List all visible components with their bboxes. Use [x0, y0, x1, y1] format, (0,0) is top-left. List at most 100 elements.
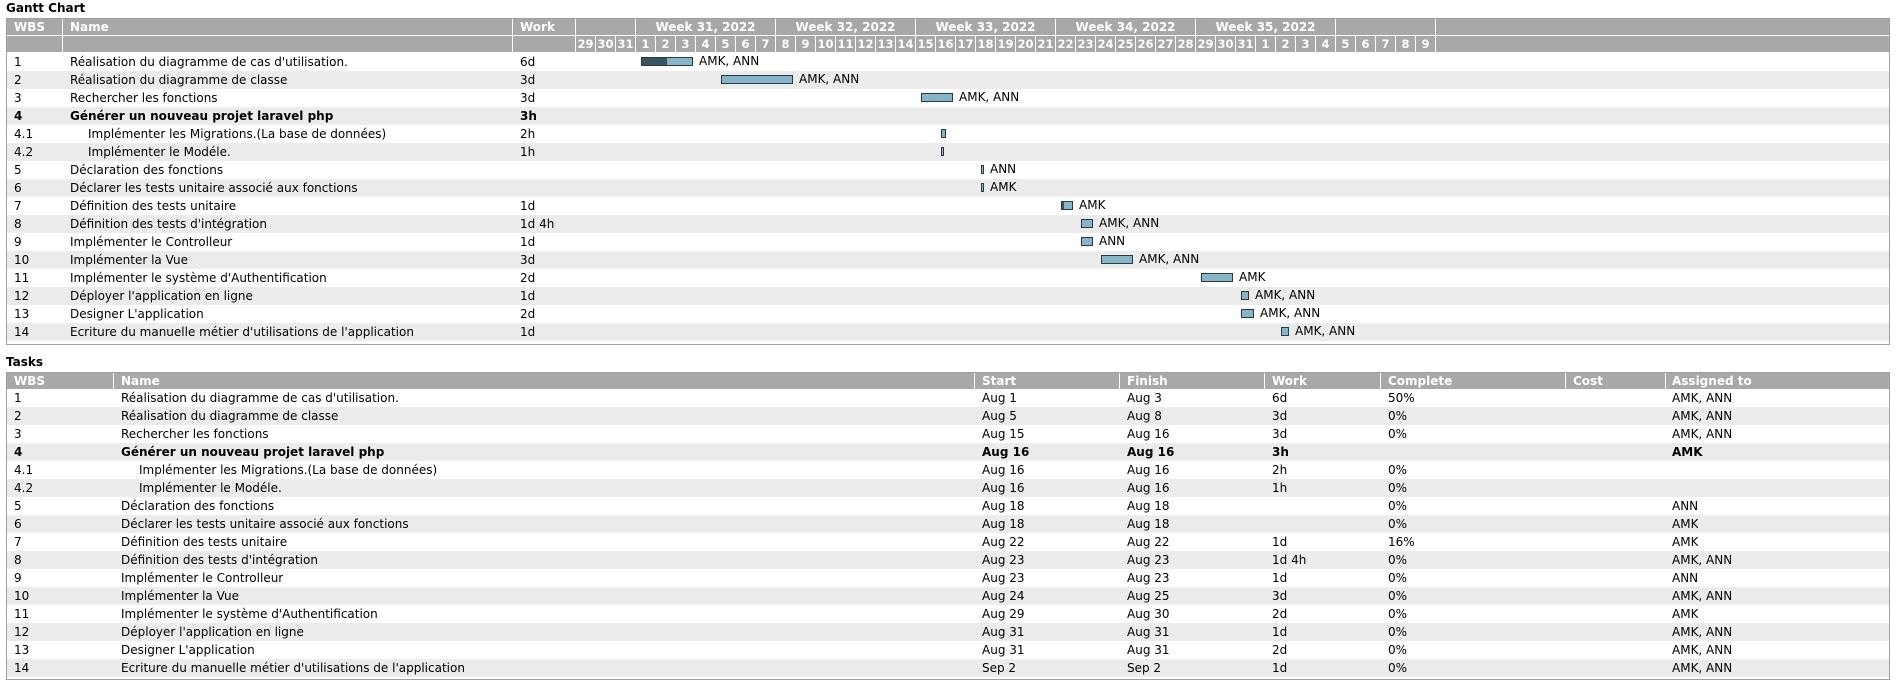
task-row-name: Déployer l'application en ligne [121, 625, 304, 639]
task-row[interactable]: 14 Ecriture du manuelle métier d'utilisat… [7, 659, 1889, 677]
gantt-bar[interactable] [1281, 327, 1289, 336]
task-row[interactable]: 10 Implémenter la Vue Aug 24 Aug 25 3d 0% AMK,… [7, 587, 1889, 605]
task-row[interactable]: 5 Déclaration des fonctions Aug 18 Aug 18 0%… [7, 497, 1889, 515]
gantt-row[interactable]: 14 Ecriture du manuelle métier d'utilisat… [7, 323, 1889, 341]
gantt-bar[interactable] [1101, 255, 1133, 264]
gantt-bar[interactable] [1061, 201, 1073, 210]
gantt-row-wbs: 4 [14, 109, 23, 123]
gantt-row-wbs: 6 [14, 181, 22, 195]
gantt-row[interactable]: 5 Déclaration des fonctions ANN [7, 161, 1889, 179]
gantt-row[interactable]: 8 Définition des tests d'intégration 1d 4h… [7, 215, 1889, 233]
gantt-day-label: 10 [816, 36, 836, 52]
task-row-finish: Sep 2 [1127, 661, 1162, 675]
task-row-assigned: AMK [1672, 607, 1699, 621]
task-row-assigned: AMK [1672, 535, 1699, 549]
gantt-row[interactable]: 3 Rechercher les fonctions 3d AMK, ANN [7, 89, 1889, 107]
gantt-frame: WBS Name Work Week 31, 2022 Week 32, 2022… [6, 18, 1890, 345]
task-row[interactable]: 9 Implémenter le Controlleur Aug 23 Aug 23 1… [7, 569, 1889, 587]
task-row-complete: 0% [1388, 625, 1408, 639]
gantt-row-work: 3h [520, 109, 537, 123]
task-row[interactable]: 6 Déclarer les tests unitaire associé aux… [7, 515, 1889, 533]
gantt-row-name: Déployer l'application en ligne [70, 289, 253, 303]
gantt-bar[interactable] [1081, 237, 1093, 246]
gantt-row[interactable]: 6 Déclarer les tests unitaire associé aux… [7, 179, 1889, 197]
gantt-day-label: 2 [656, 36, 676, 52]
gantt-row-name: Réalisation du diagramme de cas d'utilis… [70, 55, 348, 69]
tasks-col-wbs: WBS [14, 374, 46, 388]
gantt-day-label: 21 [1036, 36, 1056, 52]
task-row[interactable]: 1 Réalisation du diagramme de cas d'utili… [7, 389, 1889, 407]
task-row-start: Aug 24 [982, 589, 1025, 603]
task-row-complete: 16% [1388, 535, 1415, 549]
gantt-row-work: 2h [520, 127, 536, 141]
task-row[interactable]: 4.1 Implémenter les Migrations.(La base d… [7, 461, 1889, 479]
gantt-day-label: 13 [876, 36, 896, 52]
gantt-row[interactable]: 4 Générer un nouveau projet laravel php 3h [7, 107, 1889, 125]
task-row-name: Déclaration des fonctions [121, 499, 275, 513]
gantt-day-label: 18 [976, 36, 996, 52]
task-row[interactable]: 11 Implémenter le système d'Authentificat… [7, 605, 1889, 623]
gantt-day-label: 15 [916, 36, 936, 52]
gantt-day-label: 30 [1216, 36, 1236, 52]
gantt-row-work: 2d [520, 307, 536, 321]
task-row[interactable]: 4.2 Implémenter le Modéle. Aug 16 Aug 16 1h 0… [7, 479, 1889, 497]
task-row-start: Sep 2 [982, 661, 1017, 675]
task-row-assigned: AMK, ANN [1672, 427, 1733, 441]
gantt-bar[interactable] [721, 75, 793, 84]
gantt-bar[interactable] [981, 183, 984, 192]
gantt-day-label: 9 [796, 36, 816, 52]
gantt-bar[interactable] [941, 129, 946, 138]
gantt-row-work: 1d [520, 289, 536, 303]
gantt-row[interactable]: 12 Déployer l'application en ligne 1d AMK, … [7, 287, 1889, 305]
gantt-row[interactable]: 10 Implémenter la Vue 3d AMK, ANN [7, 251, 1889, 269]
task-row[interactable]: 2 Réalisation du diagramme de classe Aug 5… [7, 407, 1889, 425]
gantt-bar[interactable] [1201, 273, 1233, 282]
gantt-day-label: 11 [836, 36, 856, 52]
task-row[interactable]: 8 Définition des tests d'intégration Aug 2… [7, 551, 1889, 569]
task-row[interactable]: 7 Définition des tests unitaire Aug 22 Aug … [7, 533, 1889, 551]
gantt-row[interactable]: 13 Designer L'application 2d AMK, ANN [7, 305, 1889, 323]
gantt-row[interactable]: 2 Réalisation du diagramme de classe 3d AMK… [7, 71, 1889, 89]
task-row[interactable]: 13 Designer L'application Aug 31 Aug 31 2d 0%… [7, 641, 1889, 659]
gantt-row-name: Définition des tests unitaire [70, 199, 237, 213]
gantt-row[interactable]: 4.2 Implémenter le Modéle. 1h [7, 143, 1889, 161]
gantt-day-header: 29 30 31 1 2 3 4 5 6 7 8 9 10 11 12 13 14 15 16 17 18 19 20 21 2… [576, 36, 1439, 52]
gantt-bar[interactable] [1081, 219, 1093, 228]
task-row[interactable]: 12 Déployer l'application en ligne Aug 31 A… [7, 623, 1889, 641]
task-row-wbs: 9 [14, 571, 22, 585]
gantt-row[interactable]: 4.1 Implémenter les Migrations.(La base d… [7, 125, 1889, 143]
gantt-bar[interactable] [641, 57, 693, 66]
gantt-day-label: 25 [1116, 36, 1136, 52]
gantt-bar-label: AMK, ANN [1295, 324, 1356, 338]
gantt-bar[interactable] [1241, 309, 1254, 318]
gantt-bar[interactable] [981, 165, 984, 174]
task-row-wbs: 11 [14, 607, 30, 621]
task-row-complete: 0% [1388, 553, 1408, 567]
task-row-complete: 0% [1388, 517, 1408, 531]
task-row[interactable]: 3 Rechercher les fonctions Aug 15 Aug 16 3d 0… [7, 425, 1889, 443]
tasks-rows: 1 Réalisation du diagramme de cas d'utili… [7, 389, 1889, 679]
task-row-start: Aug 22 [982, 535, 1025, 549]
task-row-complete: 0% [1388, 607, 1408, 621]
gantt-week-label: Week 35, 2022 [1196, 19, 1336, 35]
gantt-day-label: 8 [1396, 36, 1416, 52]
task-row-work: 3d [1272, 427, 1288, 441]
gantt-bar[interactable] [1241, 291, 1249, 300]
task-row-name: Définition des tests unitaire [121, 535, 288, 549]
gantt-bar[interactable] [941, 147, 944, 156]
task-row-finish: Aug 23 [1127, 553, 1170, 567]
task-row-wbs: 14 [14, 661, 30, 675]
gantt-bar[interactable] [921, 93, 953, 102]
task-row-work: 1h [1272, 481, 1288, 495]
task-row-wbs: 1 [14, 391, 22, 405]
gantt-row[interactable]: 1 Réalisation du diagramme de cas d'utili… [7, 53, 1889, 71]
gantt-day-label: 19 [996, 36, 1016, 52]
gantt-row[interactable]: 11 Implémenter le système d'Authentificat… [7, 269, 1889, 287]
task-row[interactable]: 4 Générer un nouveau projet laravel php Au… [7, 443, 1889, 461]
task-row-finish: Aug 25 [1127, 589, 1170, 603]
gantt-row[interactable]: 9 Implémenter le Controlleur 1d ANN [7, 233, 1889, 251]
task-row-start: Aug 31 [982, 625, 1025, 639]
gantt-title: Gantt Chart [6, 1, 86, 15]
tasks-col-cost: Cost [1573, 374, 1603, 388]
gantt-row[interactable]: 7 Définition des tests unitaire 1d AMK [7, 197, 1889, 215]
